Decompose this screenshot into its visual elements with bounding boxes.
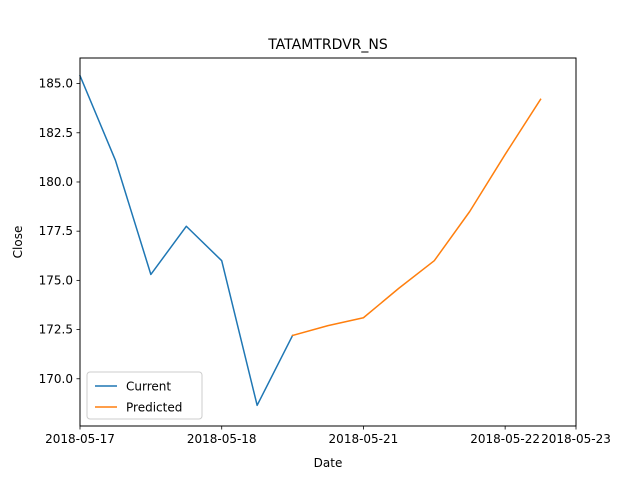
y-tick-label: 182.5 (39, 126, 73, 140)
series-line-current (79, 74, 294, 407)
x-axis-label: Date (314, 456, 343, 470)
series-line-predicted (291, 98, 542, 337)
x-tick-label: 2018-05-22 (470, 432, 540, 446)
legend-label: Predicted (126, 401, 182, 415)
chart-title: TATAMTRDVR_NS (267, 37, 388, 53)
series-layer (79, 74, 542, 407)
x-tick-label: 2018-05-23 (541, 432, 611, 446)
y-tick-label: 185.0 (39, 77, 73, 91)
y-axis-label: Close (11, 226, 25, 259)
y-tick-label: 175.0 (39, 273, 73, 287)
y-tick-label: 170.0 (39, 372, 73, 386)
y-tick-label: 180.0 (39, 175, 73, 189)
y-tick-label: 172.5 (39, 323, 73, 337)
x-tick-label: 2018-05-17 (45, 432, 115, 446)
legend-label: Current (126, 380, 171, 394)
x-tick-label: 2018-05-21 (329, 432, 399, 446)
x-axis-ticks: 2018-05-17 2018-05-18 2018-05-21 2018-05-22… (45, 426, 611, 446)
legend: Current Predicted (86, 371, 203, 420)
x-tick-label: 2018-05-18 (187, 432, 257, 446)
plot-area-frame (79, 57, 577, 427)
y-axis-ticks: 170.0 172.5 175.0 177.5 180.0 182.5 185.0 (39, 77, 80, 386)
y-tick-label: 177.5 (39, 224, 73, 238)
